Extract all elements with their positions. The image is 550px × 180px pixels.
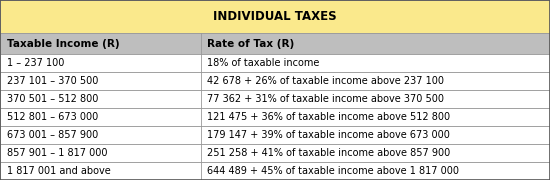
Text: 370 501 – 512 800: 370 501 – 512 800	[7, 94, 98, 104]
Text: INDIVIDUAL TAXES: INDIVIDUAL TAXES	[213, 10, 337, 23]
Text: 42 678 + 26% of taxable income above 237 100: 42 678 + 26% of taxable income above 237…	[207, 76, 444, 86]
Text: 77 362 + 31% of taxable income above 370 500: 77 362 + 31% of taxable income above 370…	[207, 94, 444, 104]
Text: 512 801 – 673 000: 512 801 – 673 000	[7, 112, 98, 122]
Bar	[0, 72, 550, 90]
Bar	[0, 162, 550, 180]
Bar	[0, 33, 550, 54]
Bar	[0, 144, 550, 162]
Bar	[0, 0, 550, 33]
Text: 237 101 – 370 500: 237 101 – 370 500	[7, 76, 98, 86]
Text: 857 901 – 1 817 000: 857 901 – 1 817 000	[7, 148, 107, 158]
Text: Rate of Tax (R): Rate of Tax (R)	[207, 39, 295, 49]
Text: Taxable Income (R): Taxable Income (R)	[7, 39, 119, 49]
Text: 673 001 – 857 900: 673 001 – 857 900	[7, 130, 98, 140]
Bar	[0, 108, 550, 126]
Bar	[0, 54, 550, 72]
Text: 1 817 001 and above: 1 817 001 and above	[7, 166, 111, 176]
Text: 644 489 + 45% of taxable income above 1 817 000: 644 489 + 45% of taxable income above 1 …	[207, 166, 459, 176]
Bar	[0, 126, 550, 144]
Text: 121 475 + 36% of taxable income above 512 800: 121 475 + 36% of taxable income above 51…	[207, 112, 450, 122]
Bar	[0, 90, 550, 108]
Text: 251 258 + 41% of taxable income above 857 900: 251 258 + 41% of taxable income above 85…	[207, 148, 450, 158]
Text: 179 147 + 39% of taxable income above 673 000: 179 147 + 39% of taxable income above 67…	[207, 130, 450, 140]
Text: 18% of taxable income: 18% of taxable income	[207, 58, 320, 68]
Text: 1 – 237 100: 1 – 237 100	[7, 58, 64, 68]
